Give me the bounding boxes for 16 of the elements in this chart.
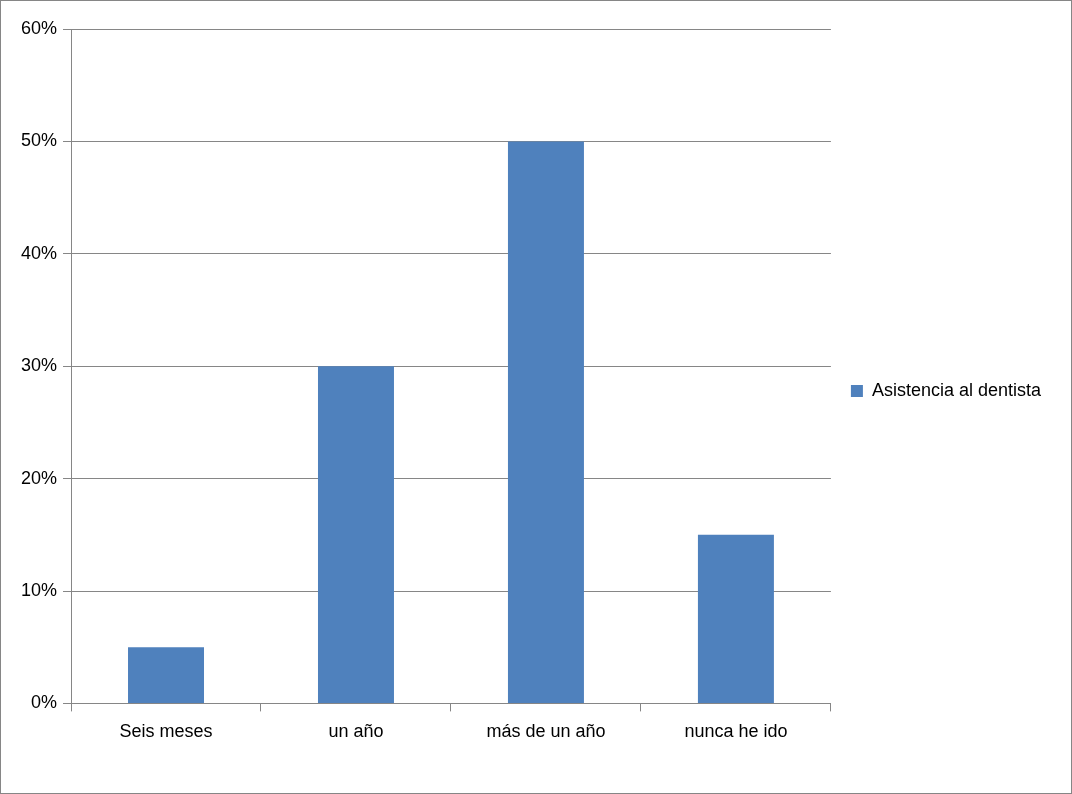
bar xyxy=(317,366,394,703)
y-tick-label: 60% xyxy=(21,17,58,38)
x-tick-label: Seis meses xyxy=(119,721,213,742)
legend-label: Asistencia al dentista xyxy=(871,379,1042,400)
y-tick-label: 0% xyxy=(31,692,58,713)
y-tick-label: 10% xyxy=(21,579,58,600)
y-tick-label: 30% xyxy=(21,355,58,376)
bar xyxy=(697,534,774,703)
y-tick-label: 40% xyxy=(21,242,58,263)
bar xyxy=(507,141,584,703)
y-tick-label: 50% xyxy=(21,130,58,151)
bar xyxy=(128,647,205,703)
x-tick-label: nunca he ido xyxy=(684,721,788,742)
y-tick-label: 20% xyxy=(21,467,58,488)
x-tick-label: más de un año xyxy=(486,721,606,742)
x-tick-label: un año xyxy=(328,721,384,742)
